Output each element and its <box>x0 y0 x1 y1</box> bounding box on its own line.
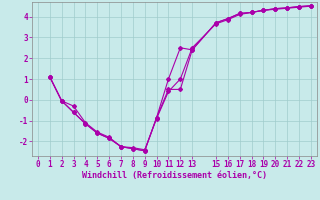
X-axis label: Windchill (Refroidissement éolien,°C): Windchill (Refroidissement éolien,°C) <box>82 171 267 180</box>
